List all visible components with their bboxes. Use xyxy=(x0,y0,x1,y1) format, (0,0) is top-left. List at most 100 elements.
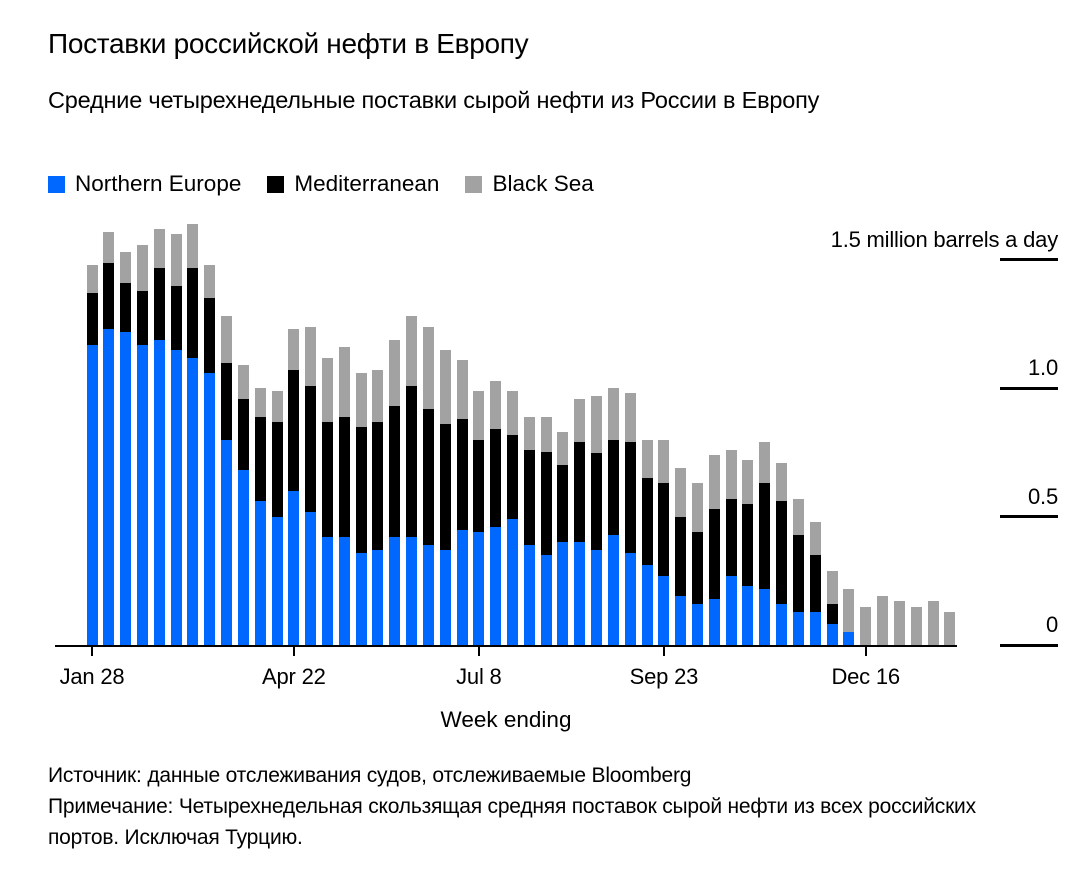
segment-northern-europe xyxy=(439,550,451,645)
y-tick-dash-1 xyxy=(1000,386,1058,390)
segment-mediterranean xyxy=(406,385,418,538)
segment-mediterranean xyxy=(187,267,199,358)
bar-week-31 xyxy=(607,388,619,645)
segment-black-sea xyxy=(355,372,367,427)
segment-northern-europe xyxy=(187,357,199,645)
segment-northern-europe xyxy=(422,544,434,645)
segment-black-sea xyxy=(170,234,182,286)
bar-week-26 xyxy=(523,416,535,645)
segment-mediterranean xyxy=(658,483,670,576)
segment-northern-europe xyxy=(776,603,788,645)
segment-mediterranean xyxy=(826,603,838,625)
x-axis-title: Week ending xyxy=(440,707,572,732)
segment-mediterranean xyxy=(288,370,300,491)
segment-northern-europe xyxy=(507,519,518,645)
segment-mediterranean xyxy=(389,406,401,538)
plot-area xyxy=(55,214,957,647)
segment-black-sea xyxy=(422,326,434,409)
segment-black-sea xyxy=(389,339,401,407)
segment-black-sea xyxy=(271,390,283,422)
bar-week-16 xyxy=(355,372,367,645)
segment-northern-europe xyxy=(136,344,148,645)
legend-label-northern-europe: Northern Europe xyxy=(75,171,242,196)
y-tick-dash-1.5 xyxy=(1000,258,1058,262)
segment-mediterranean xyxy=(204,298,216,373)
segment-northern-europe xyxy=(675,596,687,645)
segment-mediterranean xyxy=(540,452,552,556)
bar-week-21 xyxy=(439,349,451,645)
bar-week-20 xyxy=(422,326,434,645)
segment-mediterranean xyxy=(456,419,468,530)
segment-northern-europe xyxy=(792,611,804,645)
y-axis: 1.5 million barrels a day 1.0 0.5 0 xyxy=(831,214,1065,647)
segment-mediterranean xyxy=(557,465,569,543)
bar-week-50 xyxy=(927,601,939,645)
segment-mediterranean xyxy=(271,421,283,517)
y-tick-dash-0.5 xyxy=(1000,515,1058,519)
legend-label-black-sea: Black Sea xyxy=(492,171,594,196)
x-tick-mark-apr-22 xyxy=(292,647,295,656)
x-tick-label-sep-23: Sep 23 xyxy=(629,664,699,689)
segment-black-sea xyxy=(254,388,266,417)
x-tick-mark-sep-23 xyxy=(662,647,665,656)
segment-northern-europe xyxy=(708,598,720,645)
segment-black-sea xyxy=(910,606,922,645)
segment-northern-europe xyxy=(389,537,401,645)
segment-northern-europe xyxy=(490,526,502,645)
segment-mediterranean xyxy=(523,449,535,545)
bar-week-11 xyxy=(271,390,283,645)
segment-northern-europe xyxy=(305,511,317,645)
segment-mediterranean xyxy=(120,283,132,332)
segment-northern-europe xyxy=(86,344,98,645)
segment-mediterranean xyxy=(221,362,233,440)
segment-black-sea xyxy=(675,467,687,517)
segment-mediterranean xyxy=(708,508,720,599)
bar-week-2 xyxy=(120,252,132,645)
x-tick-mark-jul-8 xyxy=(477,647,480,656)
y-tick-label-1: 1.0 xyxy=(1028,355,1058,381)
segment-northern-europe xyxy=(456,529,468,645)
segment-black-sea xyxy=(624,393,636,443)
segment-mediterranean xyxy=(422,408,434,545)
segment-northern-europe xyxy=(473,532,485,645)
segment-black-sea xyxy=(103,231,115,263)
bar-week-15 xyxy=(338,347,350,645)
bar-week-51 xyxy=(944,611,956,645)
segment-northern-europe xyxy=(120,331,132,645)
segment-mediterranean xyxy=(254,416,266,502)
bar-week-18 xyxy=(389,339,401,645)
segment-northern-europe xyxy=(557,542,569,645)
segment-northern-europe xyxy=(843,632,855,645)
segment-mediterranean xyxy=(237,398,249,471)
segment-northern-europe xyxy=(759,588,771,645)
segment-black-sea xyxy=(237,365,249,399)
segment-northern-europe xyxy=(254,501,266,645)
legend: Northern Europe Mediterranean Black Sea xyxy=(48,171,594,197)
legend-swatch-northern-europe xyxy=(48,175,65,193)
segment-mediterranean xyxy=(490,429,502,527)
segment-black-sea xyxy=(708,455,720,509)
segment-mediterranean xyxy=(675,516,687,597)
segment-mediterranean xyxy=(136,290,148,345)
legend-item-mediterranean: Mediterranean xyxy=(267,171,439,197)
bar-week-5 xyxy=(170,234,182,645)
bar-week-49 xyxy=(910,606,922,645)
segment-black-sea xyxy=(809,521,821,556)
segment-black-sea xyxy=(540,416,552,453)
bar-week-39 xyxy=(742,460,754,645)
segment-black-sea xyxy=(305,326,317,386)
y-tick-label-1.5: 1.5 million barrels a day xyxy=(830,226,1059,252)
methodology-note: Примечание: Четырехнедельная скользящая … xyxy=(48,795,976,849)
segment-mediterranean xyxy=(338,416,350,538)
segment-mediterranean xyxy=(103,262,115,330)
y-tick-label-0.5: 0.5 xyxy=(1028,483,1058,509)
bar-week-3 xyxy=(136,244,148,645)
bar-week-44 xyxy=(826,570,838,645)
segment-northern-europe xyxy=(692,603,704,645)
segment-mediterranean xyxy=(439,424,451,551)
segment-black-sea xyxy=(607,388,619,440)
bar-week-13 xyxy=(305,326,317,645)
bar-week-24 xyxy=(490,380,502,645)
segment-black-sea xyxy=(406,316,418,386)
chart-title: Поставки российской нефти в Европу xyxy=(48,28,529,59)
